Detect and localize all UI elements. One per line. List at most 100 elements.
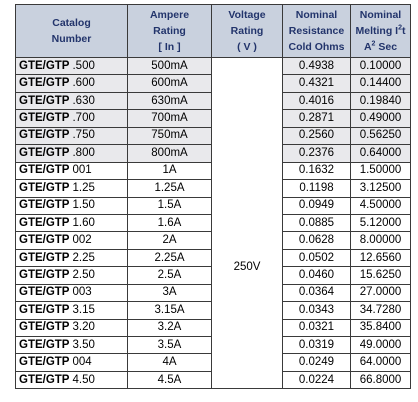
melting-cell: 66.8000 bbox=[350, 370, 411, 390]
fuse-spec-table: Catalog Number Ampere Rating [ In ] Volt… bbox=[15, 4, 411, 390]
table-row: GTE/GTP 003 3A 0.0364 27.0000 bbox=[15, 283, 411, 303]
resistance-cell: 0.2560 bbox=[282, 126, 351, 146]
catalog-number-cell: GTE/GTP 2.50 bbox=[15, 266, 128, 285]
melting-cell: 1.50000 bbox=[350, 161, 411, 181]
ampere-rating-cell: 2A bbox=[127, 231, 212, 250]
melting-cell: 34.7280 bbox=[350, 301, 411, 320]
resistance-cell: 0.0949 bbox=[282, 196, 351, 215]
ampere-rating-cell: 3.5A bbox=[127, 335, 212, 355]
table-row: GTE/GTP .630 630mA 0.4016 0.19840 bbox=[15, 91, 411, 111]
table-row: GTE/GTP 3.20 3.2A 0.0321 35.8400 bbox=[15, 318, 411, 338]
melting-cell: 3.12500 bbox=[350, 179, 411, 198]
table-row: GTE/GTP .500 500mA 250V 0.4938 0.10000 bbox=[15, 56, 411, 390]
table-row: GTE/GTP 1.25 1.25A 0.1198 3.12500 bbox=[15, 179, 411, 198]
resistance-cell: 0.4016 bbox=[282, 91, 351, 111]
resistance-cell: 0.2376 bbox=[282, 144, 351, 163]
table-row: GTE/GTP .800 800mA 0.2376 0.64000 bbox=[15, 144, 411, 163]
melting-cell: 0.14400 bbox=[350, 74, 411, 93]
melting-cell: 4.50000 bbox=[350, 196, 411, 215]
resistance-cell: 0.0628 bbox=[282, 231, 351, 250]
table-row: GTE/GTP 004 4A 0.0249 64.0000 bbox=[15, 353, 411, 372]
melting-cell: 15.6250 bbox=[350, 266, 411, 285]
ampere-rating-cell: 3A bbox=[127, 283, 212, 303]
header-catalog-number: Catalog Number bbox=[15, 4, 128, 58]
resistance-cell: 0.0460 bbox=[282, 266, 351, 285]
catalog-number-cell: GTE/GTP 3.50 bbox=[15, 335, 128, 355]
catalog-number-cell: GTE/GTP .800 bbox=[15, 144, 128, 163]
ampere-rating-cell: 2.25A bbox=[127, 248, 212, 268]
resistance-cell: 0.0343 bbox=[282, 301, 351, 320]
catalog-number-cell: GTE/GTP .500 bbox=[15, 56, 128, 76]
header-voltage-rating: Voltage Rating ( V ) bbox=[211, 4, 283, 58]
catalog-number-cell: GTE/GTP 3.15 bbox=[15, 301, 128, 320]
table-row: GTE/GTP .600 600mA 0.4321 0.14400 bbox=[15, 74, 411, 93]
ampere-rating-cell: 4.5A bbox=[127, 370, 212, 390]
ampere-rating-cell: 800mA bbox=[127, 144, 212, 163]
catalog-number-cell: GTE/GTP 1.25 bbox=[15, 179, 128, 198]
catalog-number-cell: GTE/GTP 3.20 bbox=[15, 318, 128, 338]
catalog-number-cell: GTE/GTP 2.25 bbox=[15, 248, 128, 268]
ampere-rating-cell: 2.5A bbox=[127, 266, 212, 285]
melting-cell: 27.0000 bbox=[350, 283, 411, 303]
ampere-rating-cell: 700mA bbox=[127, 109, 212, 128]
melting-cell: 12.6560 bbox=[350, 248, 411, 268]
melting-cell: 0.19840 bbox=[350, 91, 411, 111]
catalog-number-cell: GTE/GTP 003 bbox=[15, 283, 128, 303]
header-nominal-resistance: Nominal Resistance Cold Ohms bbox=[282, 4, 351, 58]
table-row: GTE/GTP 001 1A 0.1632 1.50000 bbox=[15, 161, 411, 181]
melting-cell: 64.0000 bbox=[350, 353, 411, 372]
melting-cell: 0.49000 bbox=[350, 109, 411, 128]
melting-cell: 8.00000 bbox=[350, 231, 411, 250]
melting-cell: 49.0000 bbox=[350, 335, 411, 355]
melting-cell: 0.10000 bbox=[350, 56, 411, 76]
voltage-rating-cell: 250V bbox=[211, 56, 283, 390]
ampere-rating-cell: 630mA bbox=[127, 91, 212, 111]
table-row: GTE/GTP 4.50 4.5A 0.0224 66.8000 bbox=[15, 370, 411, 390]
header-ampere-rating: Ampere Rating [ In ] bbox=[127, 4, 212, 58]
resistance-cell: 0.0224 bbox=[282, 370, 351, 390]
resistance-cell: 0.0502 bbox=[282, 248, 351, 268]
ampere-rating-cell: 4A bbox=[127, 353, 212, 372]
ampere-rating-cell: 1.25A bbox=[127, 179, 212, 198]
table-body: GTE/GTP .500 500mA 250V 0.4938 0.10000 GTE/GT… bbox=[15, 56, 411, 390]
header-row: Catalog Number Ampere Rating [ In ] Volt… bbox=[15, 4, 411, 58]
ampere-rating-cell: 750mA bbox=[127, 126, 212, 146]
table-row: GTE/GTP 1.50 1.5A 0.0949 4.50000 bbox=[15, 196, 411, 215]
catalog-number-cell: GTE/GTP 1.60 bbox=[15, 213, 128, 233]
ampere-rating-cell: 1A bbox=[127, 161, 212, 181]
catalog-number-cell: GTE/GTP .630 bbox=[15, 91, 128, 111]
ampere-rating-cell: 1.5A bbox=[127, 196, 212, 215]
table-row: GTE/GTP 002 2A 0.0628 8.00000 bbox=[15, 231, 411, 250]
melting-cell: 0.64000 bbox=[350, 144, 411, 163]
melting-cell: 0.56250 bbox=[350, 126, 411, 146]
resistance-cell: 0.4938 bbox=[282, 56, 351, 76]
resistance-cell: 0.4321 bbox=[282, 74, 351, 93]
catalog-number-cell: GTE/GTP 001 bbox=[15, 161, 128, 181]
catalog-number-cell: GTE/GTP .600 bbox=[15, 74, 128, 93]
table-row: GTE/GTP 1.60 1.6A 0.0885 5.12000 bbox=[15, 213, 411, 233]
resistance-cell: 0.2871 bbox=[282, 109, 351, 128]
resistance-cell: 0.0249 bbox=[282, 353, 351, 372]
resistance-cell: 0.0885 bbox=[282, 213, 351, 233]
ampere-rating-cell: 1.6A bbox=[127, 213, 212, 233]
melting-cell: 5.12000 bbox=[350, 213, 411, 233]
catalog-number-cell: GTE/GTP .700 bbox=[15, 109, 128, 128]
melting-cell: 35.8400 bbox=[350, 318, 411, 338]
ampere-rating-cell: 3.15A bbox=[127, 301, 212, 320]
resistance-cell: 0.0319 bbox=[282, 335, 351, 355]
catalog-number-cell: GTE/GTP .750 bbox=[15, 126, 128, 146]
table-row: GTE/GTP .700 700mA 0.2871 0.49000 bbox=[15, 109, 411, 128]
header-nominal-melting: Nominal Melting I2t A2 Sec bbox=[350, 4, 411, 58]
table-row: GTE/GTP .750 750mA 0.2560 0.56250 bbox=[15, 126, 411, 146]
catalog-number-cell: GTE/GTP 002 bbox=[15, 231, 128, 250]
catalog-number-cell: GTE/GTP 1.50 bbox=[15, 196, 128, 215]
resistance-cell: 0.1632 bbox=[282, 161, 351, 181]
resistance-cell: 0.1198 bbox=[282, 179, 351, 198]
ampere-rating-cell: 500mA bbox=[127, 56, 212, 76]
catalog-number-cell: GTE/GTP 004 bbox=[15, 353, 128, 372]
resistance-cell: 0.0321 bbox=[282, 318, 351, 338]
ampere-rating-cell: 600mA bbox=[127, 74, 212, 93]
resistance-cell: 0.0364 bbox=[282, 283, 351, 303]
ampere-rating-cell: 3.2A bbox=[127, 318, 212, 338]
